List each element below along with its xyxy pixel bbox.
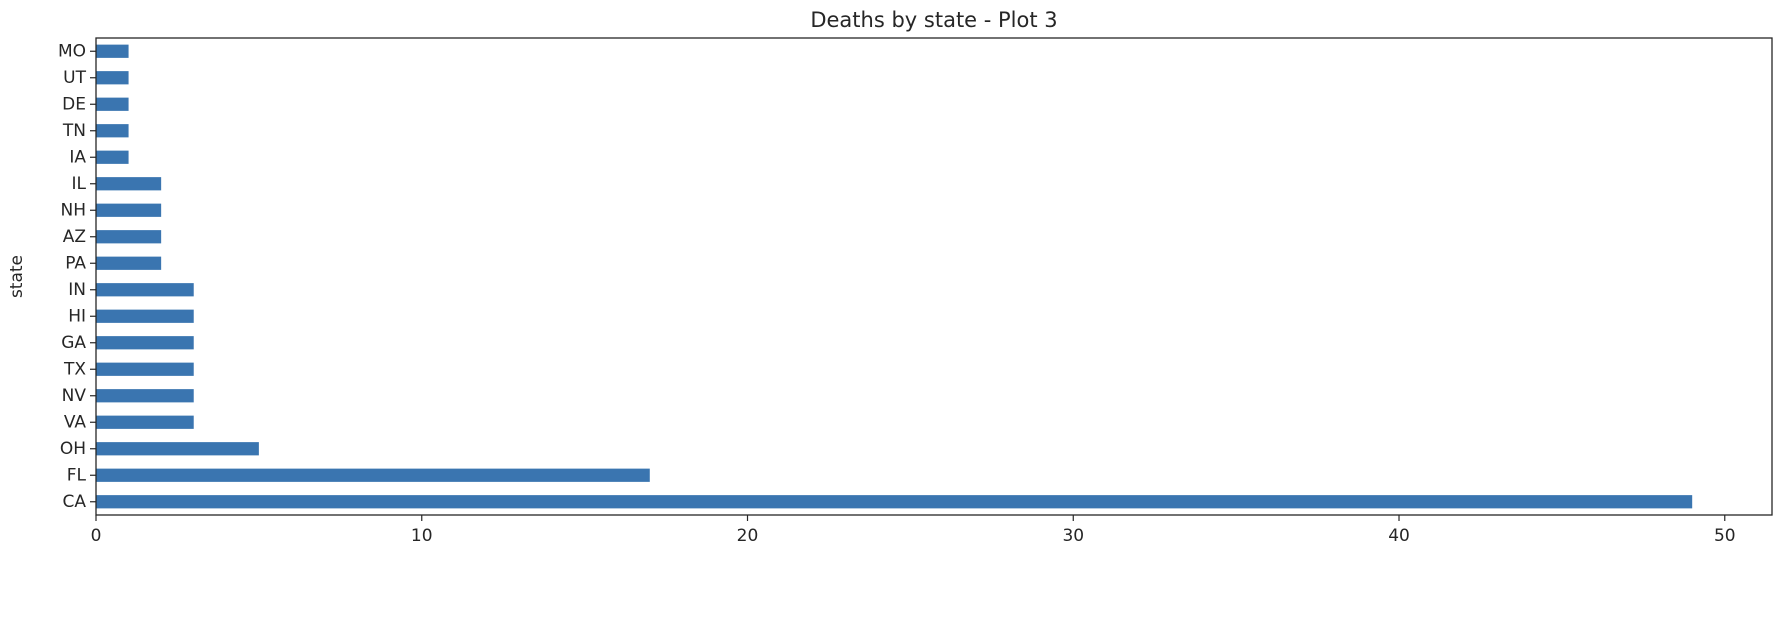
bar-ia	[96, 150, 129, 164]
x-tick-label: 50	[1714, 526, 1736, 546]
y-tick-label: NH	[61, 200, 87, 220]
x-tick-label: 10	[411, 526, 433, 546]
bar-va	[96, 415, 194, 429]
plot-frame	[95, 37, 1773, 516]
y-tick-label: HI	[68, 306, 86, 326]
bar-ca	[96, 495, 1693, 509]
y-tick-label: IA	[69, 147, 86, 167]
x-tick-label: 40	[1388, 526, 1410, 546]
y-tick-label: NV	[62, 386, 87, 406]
y-tick-label: FL	[67, 465, 87, 485]
bar-tn	[96, 124, 129, 138]
y-tick-label: CA	[63, 492, 87, 512]
y-ticks-layer: CA FL OH VA NV TX GA HI IN PA AZ NH IL IA TN DE UT MO	[58, 41, 96, 512]
y-tick-label: IL	[72, 174, 87, 194]
bar-az	[96, 230, 162, 244]
y-tick-label: MO	[58, 41, 86, 61]
x-tick-label: 30	[1062, 526, 1084, 546]
y-tick-label: UT	[63, 68, 86, 88]
y-tick-label: TX	[63, 359, 86, 379]
bar-nh	[96, 203, 162, 217]
bar-oh	[96, 442, 259, 456]
y-tick-label: PA	[65, 253, 86, 273]
y-tick-label: GA	[61, 333, 86, 353]
y-tick-label: VA	[64, 412, 87, 432]
y-tick-label: TN	[62, 121, 86, 141]
bars-layer	[96, 44, 1693, 509]
x-tick-label: 0	[91, 526, 102, 546]
x-tick-label: 20	[737, 526, 759, 546]
bar-de	[96, 97, 129, 111]
bar-tx	[96, 362, 194, 376]
chart-title: Deaths by state - Plot 3	[810, 8, 1057, 32]
bar-pa	[96, 256, 162, 270]
bar-in	[96, 283, 194, 297]
bar-mo	[96, 44, 129, 58]
bar-il	[96, 177, 162, 191]
bar-hi	[96, 309, 194, 323]
y-tick-label: DE	[62, 94, 86, 114]
bar-nv	[96, 389, 194, 403]
bar-fl	[96, 468, 650, 482]
y-tick-label: AZ	[63, 227, 86, 247]
bar-ga	[96, 336, 194, 350]
y-axis-label: state	[7, 255, 27, 298]
y-tick-label: IN	[68, 280, 86, 300]
x-ticks-layer: 0 10 20 30 40 50	[91, 515, 1736, 546]
bar-ut	[96, 71, 129, 85]
y-tick-label: OH	[60, 439, 86, 459]
